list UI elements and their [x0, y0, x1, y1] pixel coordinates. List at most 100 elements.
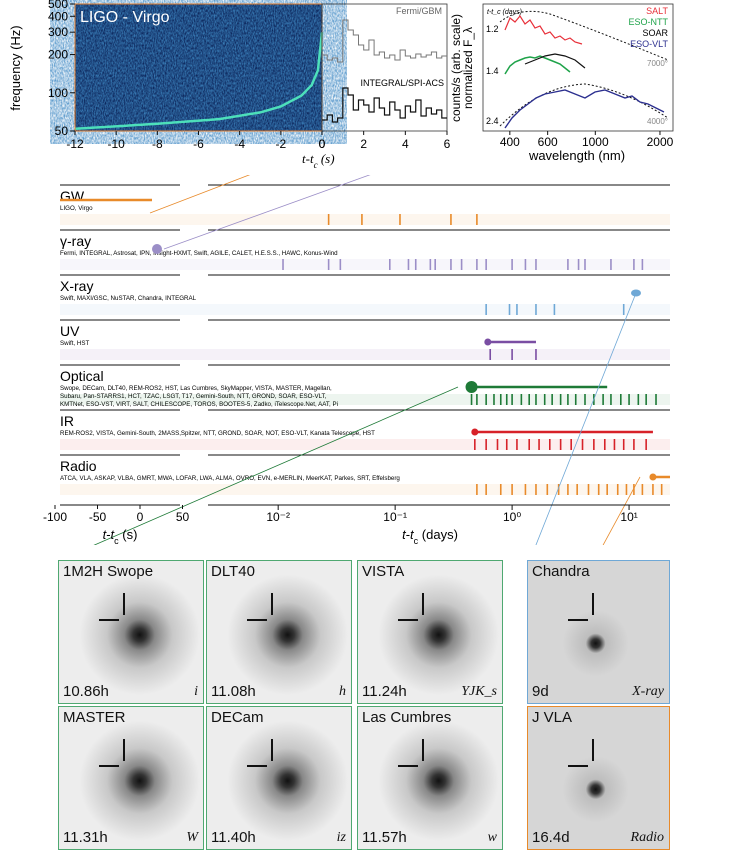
sp-xtick-label: 600 [538, 135, 558, 149]
temp-7000: 7000° [647, 59, 668, 68]
axis-tick-label: 10⁻¹ [383, 510, 407, 524]
axis-xlabel-days: t-tc (days) [402, 527, 458, 545]
image-filter: i [194, 684, 198, 699]
spec-xtick-label: -10 [107, 137, 125, 151]
image-filter: w [487, 830, 497, 845]
legend-soar: SOAR [642, 28, 668, 38]
image-panel: MASTER 11.31h W [58, 706, 204, 850]
bb-7000 [499, 10, 669, 61]
span-start-dot [465, 381, 478, 393]
lc-xtick-label: 2 [360, 137, 367, 151]
image-time: 11.40h [211, 829, 256, 846]
image-title: DECam [211, 709, 264, 726]
crosshair-icon [568, 593, 598, 623]
image-title: Las Cumbres [362, 709, 452, 726]
gw-spectrogram-chart: LIGO - Virgo frequency (Hz) 500400300200… [8, 0, 674, 170]
spec-xtick-label: -6 [193, 137, 204, 151]
spec-ytick-label: 400 [48, 9, 68, 23]
sp-xtick-label: 1000 [582, 135, 609, 149]
image-time: 9d [532, 683, 549, 700]
lc-xtick-label: 0 [319, 137, 326, 151]
image-panel: DECam 11.40h iz [206, 706, 352, 850]
sp-xtick-label: 400 [500, 135, 520, 149]
spec-ytick-label: 100 [48, 86, 68, 100]
grb-dot [152, 244, 162, 254]
crosshair-icon [568, 739, 598, 769]
image-panel: Las Cumbres 11.57h w [357, 706, 503, 850]
spec-xtick-label: 0 [319, 137, 326, 151]
vlt-spectrum [504, 89, 665, 129]
axis-tick-label: 50 [176, 510, 190, 524]
crosshair-icon [99, 593, 129, 623]
crosshair-icon [398, 593, 428, 623]
image-filter: YJK_s [461, 684, 497, 699]
band-strip [60, 304, 670, 315]
band-facilities: LIGO, Virgo [60, 205, 93, 212]
lightcurve-ylabel: counts/s (arb. scale) [449, 14, 463, 122]
spec-xtick-label: -4 [234, 137, 245, 151]
band-name: UV [60, 323, 80, 339]
image-time: 11.24h [362, 683, 407, 700]
top-xlabel: t-tc (s) [302, 151, 335, 170]
crosshair-icon [398, 739, 428, 769]
zoom-line [149, 175, 251, 214]
image-filter: W [186, 830, 198, 845]
image-time: 16.4d [532, 829, 570, 846]
band-name: X-ray [60, 278, 93, 294]
image-filter: X-ray [632, 684, 664, 699]
zoom-line [602, 476, 641, 545]
image-title: Chandra [532, 563, 590, 580]
band-facilities: Swift, MAXI/GSC, NuSTAR, Chandra, INTEGR… [60, 295, 197, 302]
axis-tick-label: 10¹ [620, 510, 637, 524]
image-time: 11.08h [211, 683, 256, 700]
legend-vlt: ESO-VLT [630, 39, 668, 49]
band-facilities: Swope, DECam, DLT40, REM-ROS2, HST, Las … [60, 385, 332, 392]
span-start-dot [471, 428, 479, 436]
legend-salt: SALT [646, 6, 668, 16]
band-strip [60, 394, 670, 405]
spectrogram-ylabel: frequency (Hz) [8, 25, 23, 110]
spectra-ylabel: normalized F_λ [461, 27, 475, 109]
image-panel: VISTA 11.24h YJK_s [357, 560, 503, 704]
image-title: 1M2H Swope [63, 563, 154, 580]
legend-ntt: ESO-NTT [629, 17, 669, 27]
span-start-dot [484, 338, 492, 346]
image-time: 11.57h [362, 829, 407, 846]
image-title: J VLA [532, 709, 573, 726]
spec-ytick-label: 50 [55, 124, 69, 138]
band-facilities: Swift, HST [60, 340, 89, 347]
zoom-line [93, 386, 459, 545]
spec-xtick-label: -8 [152, 137, 163, 151]
band-strip [60, 484, 670, 495]
zoom-line [535, 292, 637, 545]
epoch-3: 2.4 [486, 116, 499, 126]
integral-acs-label: INTEGRAL/SPI-ACS [360, 78, 444, 88]
image-panel: DLT40 11.08h h [206, 560, 352, 704]
lc-xtick-label: 6 [444, 137, 451, 151]
image-panel: J VLA 16.4d Radio [527, 706, 670, 850]
lightcurve-frame [321, 3, 448, 132]
spectrogram-noise [75, 4, 322, 131]
span-start-dot [649, 473, 657, 481]
axis-tick-label: 10⁻² [266, 510, 290, 524]
band-name: γ-ray [60, 233, 91, 249]
band-facilities: KMTNet, ESO-VST, VIRT, SALT, CHILESCOPE,… [60, 401, 338, 408]
image-time: 10.86h [63, 683, 109, 700]
band-name: Radio [60, 458, 97, 474]
spectrogram-title: LIGO - Virgo [80, 9, 170, 26]
image-filter: Radio [630, 830, 664, 845]
band-strip [60, 214, 670, 225]
axis-tick-label: -100 [43, 510, 67, 524]
axis-tick-label: 0 [137, 510, 144, 524]
spec-xtick-label: -2 [275, 137, 286, 151]
band-name: GW [60, 188, 85, 204]
spec-ytick-label: 300 [48, 25, 68, 39]
soar-spectrum [524, 53, 586, 69]
band-strip [60, 439, 670, 450]
image-filter: iz [336, 830, 346, 845]
image-title: MASTER [63, 709, 126, 726]
image-filter: h [339, 684, 346, 699]
salt-spectrum [504, 14, 583, 45]
image-title: VISTA [362, 563, 405, 580]
